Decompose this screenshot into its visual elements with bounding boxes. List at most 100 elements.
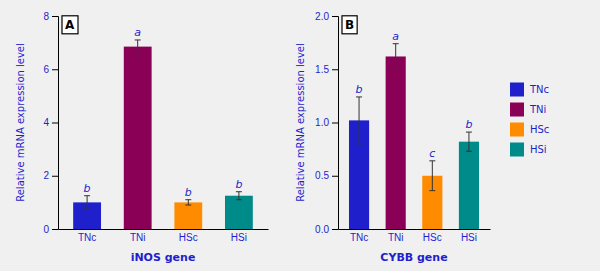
tick: 0 [43, 224, 58, 235]
tick-mark [52, 123, 58, 124]
legend-swatch [510, 103, 524, 117]
error-bar-line [135, 40, 141, 53]
legend-item: TNc [510, 83, 549, 97]
plot-area [73, 40, 253, 229]
tick-label: 8 [43, 11, 49, 22]
tick: 2.0 [315, 11, 338, 22]
panel-label-text: A [65, 18, 75, 32]
tick-label: 0.0 [315, 224, 329, 235]
error-bar-line [429, 161, 435, 191]
tick: 1.5 [315, 64, 338, 75]
x-axis: TNc TNi HSc HSi [59, 229, 269, 243]
letters: bacb [356, 30, 473, 160]
tick-mark [52, 176, 58, 177]
error-bar-line [84, 196, 90, 209]
bar [174, 202, 202, 229]
tick-label: HSc [179, 232, 198, 243]
tick-mark [332, 69, 338, 70]
tick-label: 2.0 [315, 11, 329, 22]
tick: HSc [423, 229, 442, 243]
axis-line [332, 17, 339, 230]
y-axis: 0.0 0.5 1.0 1.5 2.0 [315, 11, 338, 235]
legend-label: TNc [529, 84, 549, 95]
letters: b a b b [84, 26, 243, 199]
significance-letter: c [429, 147, 435, 160]
x-axis-title: iNOS gene [131, 251, 196, 264]
error-bar [84, 196, 90, 209]
tick-label: 0 [43, 224, 49, 235]
tick-mark [332, 16, 338, 17]
legend-swatch [510, 123, 524, 137]
legend-item: HSi [510, 143, 547, 157]
tick-label: 0.5 [315, 170, 329, 181]
significance-letter: b [84, 182, 91, 195]
axis-line [59, 229, 269, 230]
tick-label: TNi [388, 232, 404, 243]
error-bar [185, 200, 191, 205]
significance-letter: a [134, 26, 141, 39]
bar [225, 196, 253, 229]
error-bar [393, 44, 399, 70]
tick-label: HSi [231, 232, 247, 243]
tick-mark [332, 123, 338, 124]
tick: TNc [78, 229, 96, 243]
tick-label: TNc [78, 232, 96, 243]
tick-label: HSi [461, 232, 477, 243]
tick-mark [52, 16, 58, 17]
tick-mark [52, 229, 58, 230]
legend-swatch [510, 83, 524, 97]
tick-label: TNi [130, 232, 146, 243]
axis-line [339, 229, 491, 230]
tick: TNc [350, 229, 368, 243]
legend-label: TNi [529, 104, 546, 115]
y-axis-title: Relative mRNA expression level [15, 43, 26, 202]
error-bar [356, 97, 362, 144]
legend: TNc TNi HSc HSi [510, 83, 549, 157]
tick: 1.0 [315, 117, 338, 128]
error-bar [466, 132, 472, 151]
significance-letter: b [356, 83, 363, 96]
tick: 2 [43, 170, 58, 181]
x-axis-title: CYBB gene [380, 251, 447, 264]
significance-letter: a [392, 30, 399, 43]
panel-label: A [62, 16, 78, 34]
significance-letter: b [185, 186, 192, 199]
significance-letter: b [235, 178, 242, 191]
tick-label: 1.5 [315, 64, 329, 75]
tick: HSi [231, 229, 247, 243]
tick-label: HSc [423, 232, 442, 243]
tick: HSc [179, 229, 198, 243]
legend-label: HSc [530, 124, 549, 135]
error-bar [236, 192, 242, 200]
legend-item: TNi [510, 103, 546, 117]
tick: 4 [43, 117, 58, 128]
legend-swatch [510, 143, 524, 157]
tick-mark [332, 176, 338, 177]
panel: bacb0.00.51.01.52.0TNcTNiHScHSiRelative … [295, 11, 491, 264]
tick: 0.5 [315, 170, 338, 181]
tick-label: 2 [43, 170, 49, 181]
x-axis: TNc TNi HSc HSi [339, 229, 491, 243]
tick-mark [52, 69, 58, 70]
legend-item: HSc [510, 123, 549, 137]
tick-label: 6 [43, 64, 49, 75]
y-axis-title: Relative mRNA expression level [295, 43, 306, 202]
error-bar [135, 40, 141, 53]
tick: HSi [461, 229, 477, 243]
panel-label-box [342, 16, 357, 34]
tick-label: 4 [43, 117, 49, 128]
tick-label: TNc [350, 232, 368, 243]
bar [386, 56, 406, 229]
plot-area [349, 44, 479, 229]
chart: b a b b 0 2 4 6 8 TNc TNi HSc HSi Relative mRNA expre… [0, 0, 600, 271]
tick: 8 [43, 11, 58, 22]
tick: 6 [43, 64, 58, 75]
legend-label: HSi [530, 144, 547, 155]
axis-line [52, 17, 59, 230]
panel-label: B [342, 16, 357, 34]
panel-label-box [62, 16, 78, 34]
bar [459, 142, 479, 229]
error-bar [429, 161, 435, 191]
tick: 0.0 [315, 224, 338, 235]
tick: TNi [388, 229, 404, 243]
